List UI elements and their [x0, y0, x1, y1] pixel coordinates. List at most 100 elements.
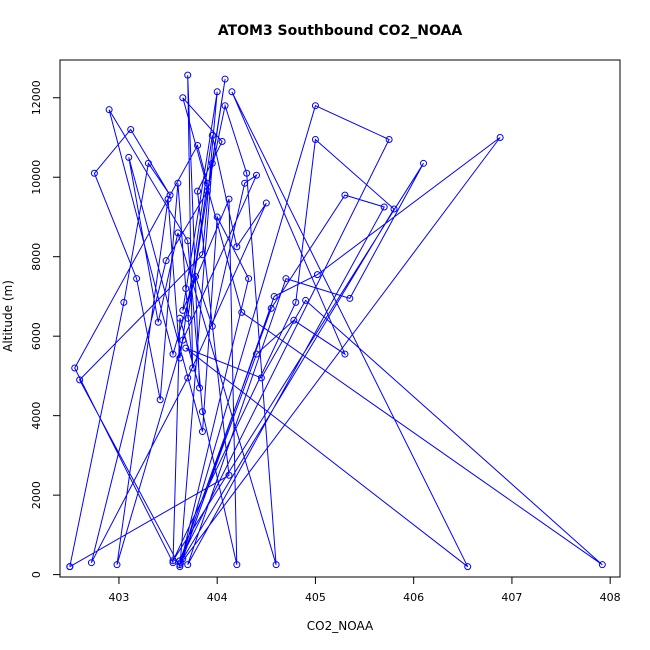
data-point — [184, 71, 192, 79]
data-point — [184, 561, 192, 569]
data-point — [156, 396, 164, 404]
data-point — [105, 106, 113, 114]
y-tick-label: 0 — [30, 571, 43, 578]
data-point — [133, 275, 141, 283]
x-tick-label: 406 — [403, 591, 424, 604]
data-point — [203, 179, 211, 187]
data-point — [208, 132, 216, 140]
data-point — [194, 141, 202, 149]
y-tick-label: 8000 — [30, 243, 43, 271]
data-point — [221, 75, 229, 83]
y-axis: 0 2000 4000 6000 8000 10000 12000 — [30, 80, 61, 578]
data-point — [184, 314, 192, 322]
data-point — [262, 199, 270, 207]
data-point — [302, 296, 310, 304]
y-tick-label: 10000 — [30, 160, 43, 195]
data-point — [113, 561, 121, 569]
x-tick-label: 403 — [108, 591, 129, 604]
data-point — [169, 557, 177, 565]
data-point — [169, 350, 177, 358]
y-tick-label: 2000 — [30, 481, 43, 509]
data-point — [380, 203, 388, 211]
data-point — [213, 213, 221, 221]
data-point — [243, 169, 251, 177]
data-point — [189, 364, 197, 372]
y-tick-label: 12000 — [30, 80, 43, 115]
data-point — [390, 205, 398, 213]
data-point — [272, 561, 280, 569]
data-point — [164, 195, 172, 203]
series-layer — [66, 71, 606, 571]
data-point — [257, 374, 265, 382]
data-point — [238, 308, 246, 316]
data-point — [203, 187, 211, 195]
data-point — [270, 292, 278, 300]
data-point — [598, 561, 606, 569]
data-point — [184, 374, 192, 382]
data-point — [341, 350, 349, 358]
x-tick-label: 405 — [305, 591, 326, 604]
data-point — [341, 191, 349, 199]
data-point — [87, 559, 95, 567]
data-point — [233, 243, 241, 251]
data-point — [208, 159, 216, 167]
data-point — [225, 195, 233, 203]
data-point — [182, 344, 190, 352]
data-point — [176, 561, 184, 569]
data-point — [252, 350, 260, 358]
data-point — [198, 251, 206, 259]
data-point — [228, 88, 236, 96]
data-point — [292, 298, 300, 306]
x-tick-label: 407 — [501, 591, 522, 604]
data-point — [90, 169, 98, 177]
y-axis-label: Altitude (m) — [1, 280, 15, 352]
data-point — [166, 191, 174, 199]
data-point — [66, 563, 74, 571]
data-point — [221, 102, 229, 110]
x-axis-label: CO2_NOAA — [307, 619, 374, 633]
data-point — [196, 384, 204, 392]
data-point — [311, 135, 319, 143]
data-point — [311, 102, 319, 110]
data-point — [464, 563, 472, 571]
data-point — [174, 229, 182, 237]
x-tick-label: 408 — [600, 591, 621, 604]
data-point — [192, 273, 200, 281]
data-point — [179, 336, 187, 344]
chart-title: ATOM3 Southbound CO2_NOAA — [218, 23, 463, 39]
data-point — [496, 133, 504, 141]
data-point — [176, 354, 184, 362]
data-point — [154, 318, 162, 326]
x-tick-label: 404 — [207, 591, 228, 604]
data-point — [198, 408, 206, 416]
data-point — [127, 126, 135, 134]
series-line — [69, 75, 603, 569]
data-point — [182, 284, 190, 292]
data-point — [245, 275, 253, 283]
data-point — [194, 187, 202, 195]
data-point — [169, 559, 177, 567]
data-point — [420, 159, 428, 167]
data-point — [120, 298, 128, 306]
data-point — [179, 555, 187, 563]
data-point — [267, 304, 275, 312]
data-point — [76, 376, 84, 384]
data-point — [313, 271, 321, 279]
data-point — [233, 561, 241, 569]
data-point — [176, 314, 184, 322]
data-point — [346, 294, 354, 302]
data-point — [218, 137, 226, 145]
data-point — [174, 179, 182, 187]
data-point — [184, 237, 192, 245]
data-point — [125, 153, 133, 161]
data-point — [144, 159, 152, 167]
data-point — [241, 179, 249, 187]
data-point — [385, 135, 393, 143]
data-point — [162, 257, 170, 265]
data-point — [179, 94, 187, 102]
y-tick-label: 6000 — [30, 322, 43, 350]
data-point — [208, 322, 216, 330]
data-point — [225, 471, 233, 479]
data-point — [198, 428, 206, 436]
